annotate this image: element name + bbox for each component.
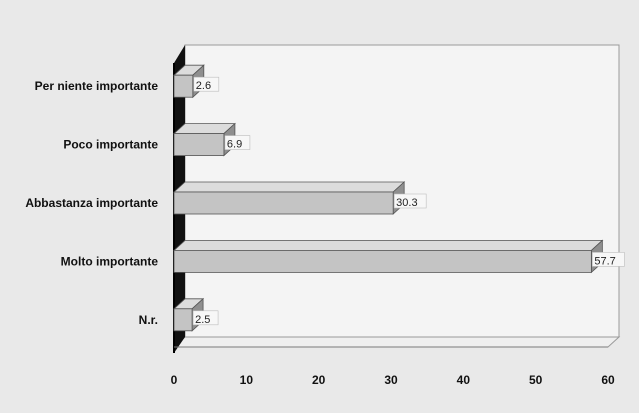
data-label: 6.9 — [227, 139, 242, 151]
x-tick-label: 30 — [384, 373, 398, 387]
x-tick-label: 50 — [529, 373, 543, 387]
bar-top-face — [172, 239, 604, 251]
bar — [173, 249, 592, 273]
x-tick-label: 0 — [171, 373, 178, 387]
data-label-box — [192, 310, 219, 326]
category-label: Poco importante — [63, 138, 158, 152]
plot-floor — [172, 336, 621, 348]
x-tick-label: 10 — [240, 373, 254, 387]
bar — [173, 133, 225, 157]
x-tick-label: 40 — [457, 373, 471, 387]
data-label-box — [224, 135, 251, 150]
data-label-box — [193, 76, 220, 92]
bar — [173, 74, 194, 98]
data-label-box — [592, 252, 625, 267]
x-tick-label: 60 — [601, 373, 615, 387]
bar — [173, 191, 394, 215]
data-label-box — [393, 193, 427, 209]
data-label: 30.3 — [396, 197, 417, 209]
category-label: Molto importante — [61, 254, 159, 268]
data-label: 57.7 — [594, 255, 615, 267]
x-tick-label: 20 — [312, 373, 326, 387]
data-label: 2.6 — [196, 80, 211, 92]
data-label: 2.5 — [195, 314, 210, 326]
labels: 0 10 20 30 40 50 60 Per niente importante 2.6 Poc… — [25, 76, 625, 387]
category-label: Per niente importante — [35, 79, 159, 93]
bar-top-face — [172, 181, 406, 193]
bar — [173, 308, 193, 332]
category-label: Abbastanza importante — [25, 196, 158, 210]
category-label: N.r. — [139, 313, 158, 327]
